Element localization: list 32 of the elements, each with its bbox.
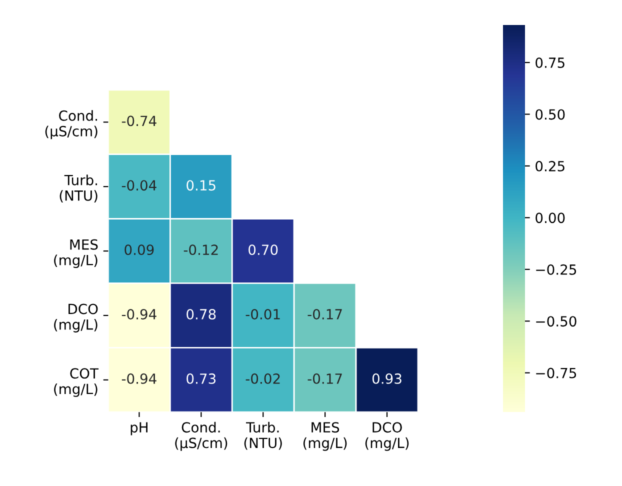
color-bar-label: 0.75 [536,57,564,68]
data-label: -0.17 [308,308,342,320]
data-label: -0.01 [246,308,280,320]
data-label: 0.09 [124,244,154,256]
data-label: -0.02 [246,373,280,384]
data-label: 0.73 [186,373,216,384]
x-tick-label: DCO (mg/L) [365,422,409,451]
data-label: -0.17 [308,373,342,384]
y-tick-label: Cond. (µS/cm) [45,110,98,140]
y-tick-label: MES (mg/L) [54,239,98,268]
data-label: -0.12 [184,244,218,256]
x-tick-label: MES (mg/L) [303,422,347,451]
color-bar-label: 0.00 [536,212,565,224]
data-label: -0.94 [122,373,156,384]
color-bar-label: −0.50 [536,316,576,327]
color-bar-label: −0.25 [536,264,576,275]
color-bar-label: 0.50 [536,109,565,120]
data-label: 0.93 [372,373,402,384]
data-label: -0.04 [122,180,156,191]
y-tick-label: Turb. (NTU) [60,174,98,203]
data-label: 0.70 [248,244,278,256]
x-tick-label: Turb. (NTU) [244,422,282,450]
x-tick-label: pH [130,422,148,436]
data-label: -0.74 [122,116,156,126]
color-bar-label: −0.75 [536,368,576,378]
data-label: -0.94 [122,308,156,320]
data-label: 0.78 [186,308,216,320]
y-tick-label: COT (mg/L) [54,368,99,397]
y-tick-label: DCO (mg/L) [54,304,98,332]
data-label: 0.15 [186,180,216,191]
color-bar-label: 0.25 [536,160,564,172]
x-tick-label: Cond. (µS/cm) [175,422,228,451]
